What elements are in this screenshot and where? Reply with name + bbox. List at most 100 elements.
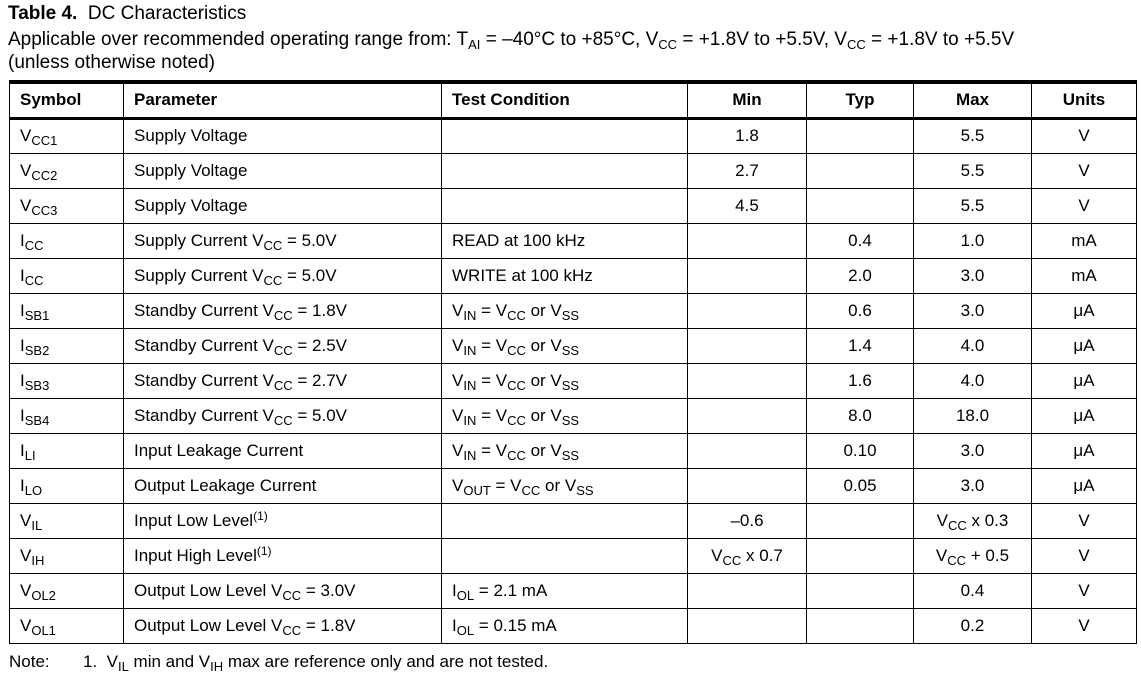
parameter-text: Supply Voltage — [134, 195, 248, 215]
parameter-tail: = 2.7V — [292, 370, 347, 390]
note-s1: IL — [117, 659, 129, 674]
min-cell — [687, 607, 807, 644]
condition-text: V — [452, 440, 464, 460]
symbol-subscript: SB4 — [24, 412, 50, 428]
header-test-condition: Test Condition — [441, 80, 688, 120]
condition-text: V — [452, 335, 464, 355]
parameter-subscript: CC — [263, 272, 283, 288]
parameter-subscript: CC — [273, 412, 293, 428]
symbol-text: I — [20, 440, 25, 460]
parameter-tail: = 5.0V — [282, 265, 337, 285]
condition-subscript: OUT — [463, 482, 491, 498]
min-text: V — [711, 545, 723, 565]
units-value: mA — [1071, 265, 1097, 285]
typ-cell — [806, 117, 914, 154]
parameter-cell: Standby Current VCC = 2.7V — [123, 362, 442, 399]
parameter-text: Standby Current V — [134, 370, 274, 390]
parameter-tail: = 5.0V — [292, 405, 347, 425]
symbol-cell: VCC2 — [9, 152, 124, 189]
symbol-subscript: OL1 — [31, 622, 56, 638]
max-cell: 3.0 — [913, 257, 1032, 294]
condition-text: or V — [540, 475, 577, 495]
condition-text: V — [452, 405, 464, 425]
parameter-subscript: CC — [273, 377, 293, 393]
units-cell: μA — [1031, 327, 1137, 364]
symbol-cell: ICC — [9, 257, 124, 294]
min-cell — [687, 467, 807, 504]
symbol-cell: VOL2 — [9, 572, 124, 609]
min-value: –0.6 — [730, 510, 764, 530]
max-cell: VCC x 0.3 — [913, 502, 1032, 539]
symbol-text: V — [20, 195, 32, 215]
units-value: μA — [1073, 335, 1095, 355]
test-condition-cell — [441, 117, 688, 154]
condition-text: WRITE at 100 kHz — [452, 265, 593, 285]
condition-subscript: OL — [456, 587, 475, 603]
table-row: VIH Input High Level(1) VCC x 0.7 VCC + 0.5… — [9, 537, 1137, 574]
units-cell: mA — [1031, 222, 1137, 259]
condition-subscript: CC — [521, 482, 541, 498]
min-cell: –0.6 — [687, 502, 807, 539]
units-value: V — [1078, 580, 1090, 600]
parameter-text: Output Low Level V — [134, 580, 283, 600]
symbol-subscript: LO — [24, 482, 43, 498]
symbol-cell: VIL — [9, 502, 124, 539]
test-condition-cell: IOL = 0.15 mA — [441, 607, 688, 644]
max-value: 0.2 — [960, 615, 985, 635]
condition-text: = 2.1 mA — [474, 580, 548, 600]
condition-text: = 0.15 mA — [474, 615, 557, 635]
note-t3: max are reference only and are not teste… — [223, 652, 549, 671]
parameter-text: Supply Voltage — [134, 160, 248, 180]
parameter-footnote: (1) — [256, 543, 272, 558]
typ-value: 1.6 — [848, 370, 872, 390]
units-value: μA — [1073, 475, 1095, 495]
condition-subscript: CC — [507, 377, 526, 393]
condition-text: I — [452, 580, 457, 600]
symbol-text: I — [20, 370, 25, 390]
typ-value: 0.4 — [848, 230, 872, 250]
table-row: VCC2 Supply Voltage 2.7 5.5 V — [9, 152, 1137, 189]
typ-value: 0.05 — [843, 475, 877, 495]
test-condition-cell: VIN = VCC or VSS — [441, 292, 688, 329]
symbol-cell: ICC — [9, 222, 124, 259]
condition-text: = V — [476, 440, 508, 460]
typ-cell: 0.6 — [806, 292, 914, 329]
typ-value: 1.4 — [848, 335, 872, 355]
symbol-cell: ISB3 — [9, 362, 124, 399]
parameter-cell: Output Leakage Current — [123, 467, 442, 504]
min-cell — [687, 572, 807, 609]
symbol-subscript: IL — [31, 517, 43, 533]
typ-cell — [806, 152, 914, 189]
max-subscript: CC — [947, 517, 967, 533]
test-condition-cell: VIN = VCC or VSS — [441, 397, 688, 434]
symbol-cell: ILI — [9, 432, 124, 469]
table-title: Table 4. DC Characteristics — [8, 3, 246, 25]
condition-subscript: SS — [561, 307, 580, 323]
header-min: Min — [687, 80, 807, 120]
parameter-subscript: CC — [282, 587, 302, 603]
note-label: Note: — [9, 652, 50, 671]
units-cell: V — [1031, 117, 1137, 154]
condition-text: = V — [476, 405, 508, 425]
symbol-cell: ILO — [9, 467, 124, 504]
symbol-text: I — [20, 335, 25, 355]
test-condition-cell — [441, 502, 688, 539]
parameter-cell: Input Leakage Current — [123, 432, 442, 469]
max-cell: 5.5 — [913, 117, 1032, 154]
max-value: 5.5 — [960, 195, 985, 215]
units-value: μA — [1073, 370, 1095, 390]
condition-subscript: SS — [561, 447, 580, 463]
condition-text: or V — [525, 335, 562, 355]
typ-cell — [806, 537, 914, 574]
condition-subscript: CC — [507, 447, 526, 463]
max-value: 5.5 — [960, 126, 985, 145]
parameter-tail: = 1.8V — [301, 615, 356, 635]
min-cell — [687, 257, 807, 294]
note-s2: IH — [210, 659, 224, 674]
table-body: VCC1 Supply Voltage 1.8 5.5 V VCC2 Supply Volt… — [9, 117, 1137, 644]
parameter-cell: Standby Current VCC = 5.0V — [123, 397, 442, 434]
parameter-cell: Supply Current VCC = 5.0V — [123, 257, 442, 294]
parameter-cell: Output Low Level VCC = 1.8V — [123, 607, 442, 644]
units-cell: V — [1031, 572, 1137, 609]
condition-text: V — [452, 300, 464, 320]
